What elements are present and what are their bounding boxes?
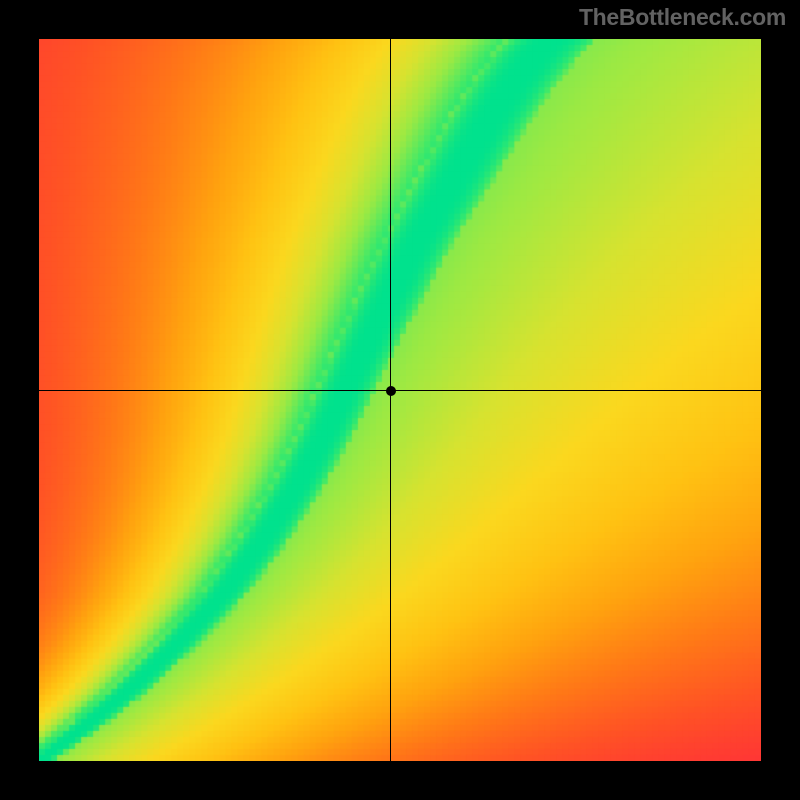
crosshair-horizontal: [39, 390, 761, 391]
crosshair-marker: [386, 386, 396, 396]
heatmap-canvas: [39, 39, 761, 761]
watermark-label: TheBottleneck.com: [579, 4, 786, 31]
crosshair-vertical: [390, 39, 391, 761]
